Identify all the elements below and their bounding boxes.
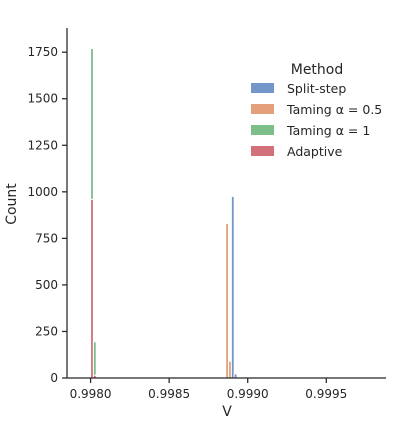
legend-label: Adaptive: [287, 144, 343, 159]
x-tick-label: 0.9980: [70, 387, 112, 401]
legend: Method Split-step Taming α = 0.5 Taming α …: [251, 62, 382, 159]
legend-swatch: [251, 104, 274, 114]
legend-swatch: [251, 125, 274, 135]
x-tick-label: 0.9990: [227, 387, 269, 401]
legend-label: Taming α = 0.5: [286, 102, 382, 117]
bar-taming-0-5-0: [225, 222, 230, 379]
y-tick-label: 0: [50, 371, 58, 385]
bar-taming-1-1: [92, 341, 97, 376]
histogram-bars: [90, 47, 238, 379]
legend-swatch: [251, 146, 274, 156]
y-tick-label: 750: [35, 231, 58, 245]
legend-label: Taming α = 1: [286, 123, 370, 138]
axes: [66, 28, 386, 379]
y-tick-label: 250: [35, 324, 58, 338]
x-tick-label: 0.9985: [148, 387, 190, 401]
ticks: 0 250 500 750 1000 1250 1500 1750 0.9980 0.9985 0.…: [27, 45, 347, 401]
legend-swatch: [251, 83, 274, 93]
x-axis-label: V: [222, 404, 232, 420]
legend-title: Method: [291, 62, 344, 78]
y-tick-label: 1750: [27, 45, 58, 59]
y-tick-label: 1250: [27, 138, 58, 152]
y-tick-label: 1000: [27, 185, 58, 199]
bar-taming-1-0: [90, 47, 94, 200]
y-tick-label: 500: [35, 278, 58, 292]
y-tick-label: 1500: [27, 92, 58, 106]
y-axis-label: Count: [4, 183, 20, 225]
x-tick-label: 0.9995: [305, 387, 347, 401]
bar-split-step-0: [230, 195, 235, 379]
legend-label: Split-step: [287, 81, 346, 96]
